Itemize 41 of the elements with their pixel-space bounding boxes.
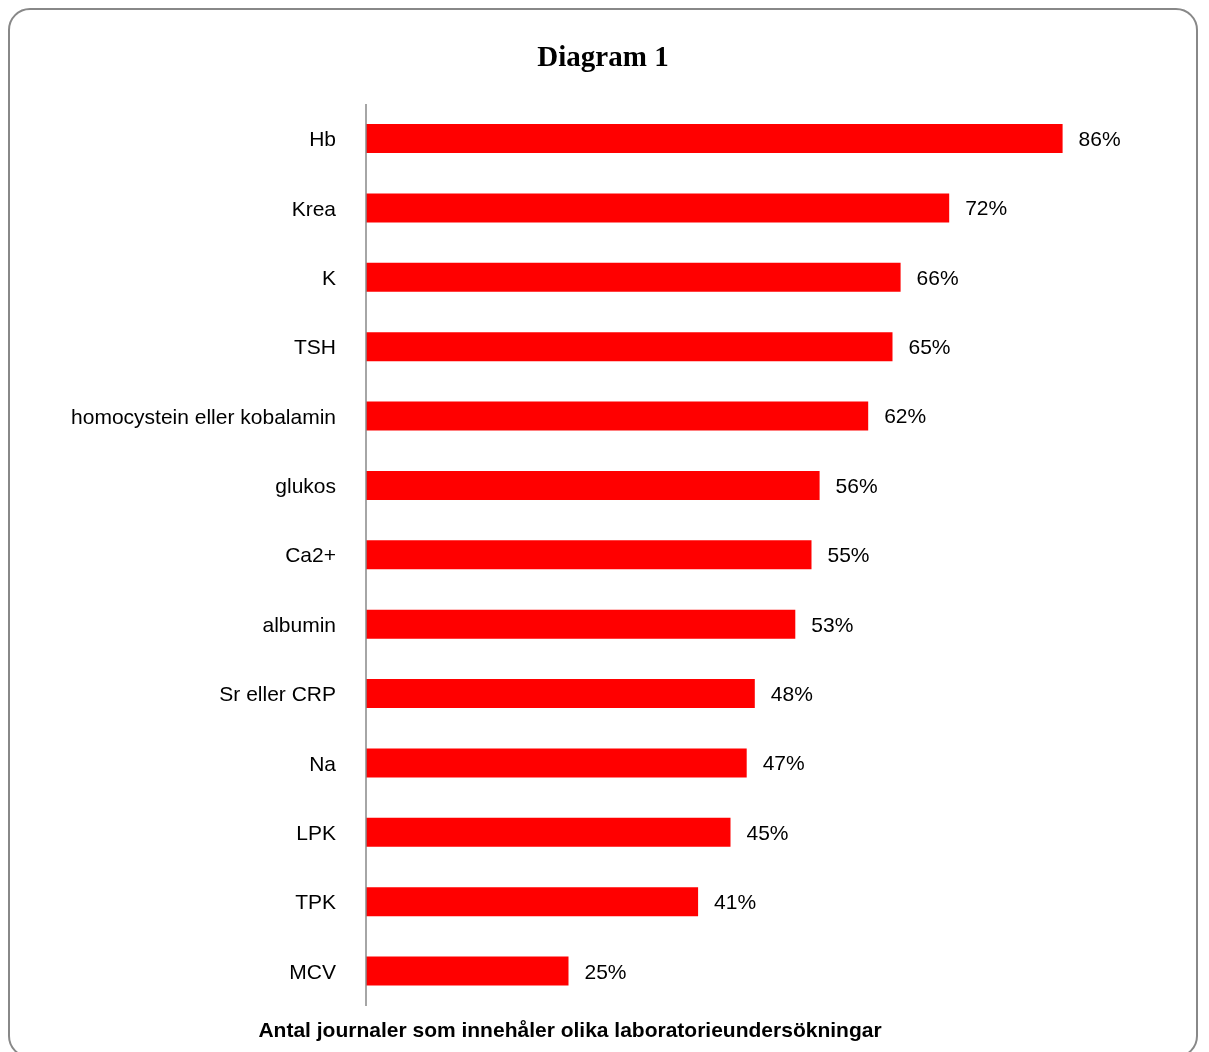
- bar: [366, 262, 901, 292]
- data-label: 53%: [811, 612, 854, 636]
- y-tick-label: MCV: [289, 959, 336, 983]
- bar: [366, 609, 796, 639]
- data-label: 62%: [884, 404, 927, 428]
- data-label: 56%: [835, 473, 878, 497]
- bar: [366, 956, 569, 986]
- bar: [366, 193, 950, 223]
- bar: [366, 817, 731, 847]
- y-tick-label: TSH: [294, 335, 336, 359]
- y-tick-label: K: [321, 265, 336, 289]
- data-label: 55%: [827, 543, 870, 567]
- chart-title: Diagram 1: [536, 40, 670, 73]
- x-axis-title: Antal journaler som innehåler olika laboratorieundersökningar: [257, 1018, 883, 1042]
- data-label: 48%: [770, 682, 813, 706]
- data-label: 25%: [584, 959, 627, 983]
- bar: [366, 332, 893, 362]
- data-label: 47%: [762, 751, 805, 775]
- y-tick-label: albumin: [262, 612, 336, 636]
- bar: [366, 887, 699, 917]
- bar: [366, 470, 820, 500]
- y-tick-label: TPK: [295, 890, 336, 914]
- y-tick-label: LPK: [296, 820, 336, 844]
- data-label: 65%: [908, 335, 951, 359]
- data-label: 45%: [746, 820, 789, 844]
- y-tick-label: glukos: [275, 474, 336, 498]
- y-tick-label: Na: [309, 751, 337, 775]
- data-label: 66%: [916, 265, 959, 289]
- data-label: 72%: [965, 196, 1008, 220]
- y-tick-label: Sr eller CRP: [219, 682, 336, 706]
- bar: [366, 679, 755, 709]
- bar: [366, 540, 812, 570]
- data-label: 41%: [714, 890, 757, 914]
- bar: [366, 401, 869, 431]
- y-tick-label: Hb: [309, 127, 336, 151]
- y-tick-label: Ca2+: [285, 543, 336, 567]
- bar: [366, 748, 747, 778]
- bar: [366, 124, 1063, 153]
- data-label: 86%: [1078, 126, 1121, 150]
- y-tick-label: homocystein eller kobalamin: [71, 404, 336, 428]
- y-tick-label: Krea: [291, 196, 337, 220]
